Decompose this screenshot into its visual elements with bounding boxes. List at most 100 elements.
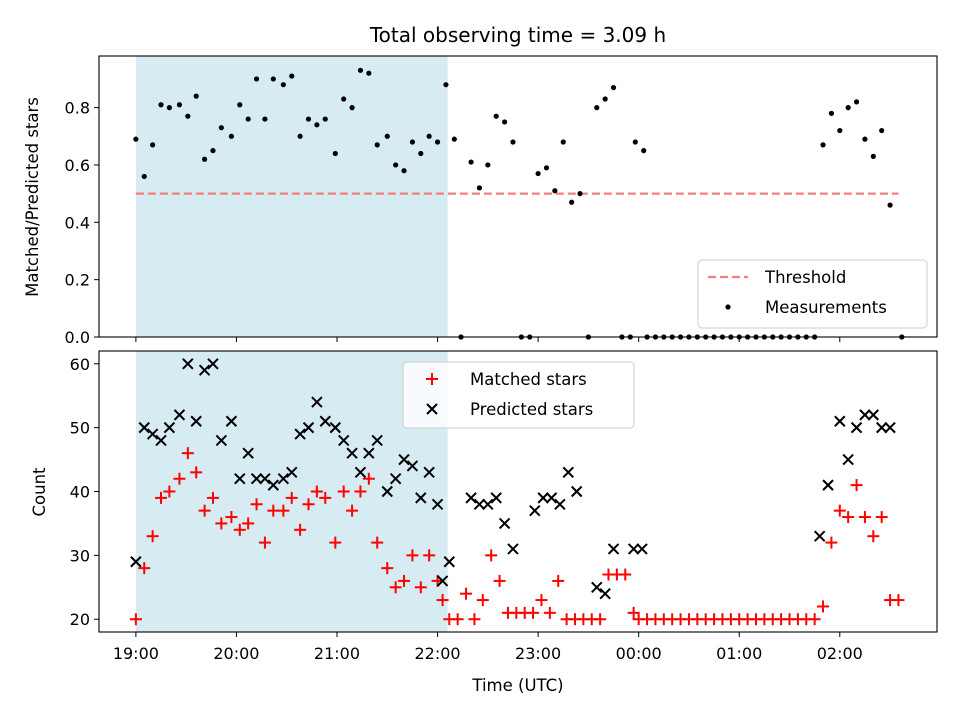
bottom-y-axis: 20 30 40 50 60 [70,355,99,629]
bottom-y-tick-label: 30 [70,546,90,565]
predicted-star-marker [423,466,435,479]
predicted-star-marker [636,543,648,555]
predicted-star-marker [415,492,427,504]
predicted-star-marker [346,447,358,459]
predicted-star-marker [507,543,519,555]
predicted-star-marker [329,421,342,434]
predicted-star-marker [146,428,159,440]
predicted-star-marker [267,479,280,491]
predicted-star-marker [473,498,486,510]
matched-star-marker [181,447,194,460]
predicted-star-marker [490,492,502,504]
predicted-star-marker [234,473,246,485]
measurement-point [280,82,286,88]
measurement-point [493,113,499,119]
matched-star-marker [346,504,359,517]
measurement-point [468,159,474,165]
matched-star-marker [833,504,846,517]
measurement-point [560,139,566,145]
matched-star-marker [476,594,489,607]
bottom-y-tick-label: 20 [70,610,90,629]
matched-star-marker [190,466,203,479]
matched-star-marker [337,485,350,498]
measurement-point [166,105,172,111]
measurement-point [485,162,491,168]
bottom-x-tick-label: 21:00 [314,644,360,663]
top-y-tick-label: 0.8 [65,99,90,118]
predicted-star-marker [431,498,444,510]
predicted-star-marker [842,453,854,466]
predicted-star-marker [389,473,402,485]
predicted-star-marker [850,421,863,434]
bottom-y-tick-label: 60 [70,355,90,374]
measurement-point [341,96,347,102]
top-y-axis-label: Matched/Predicted stars [23,97,42,297]
predicted-star-marker [302,421,315,434]
predicted-star-marker [250,473,263,485]
measurement-point [297,133,303,139]
predicted-star-marker [155,434,167,447]
predicted-star-marker [607,543,620,555]
measurement-point [543,165,550,171]
top-y-tick-label: 0.0 [65,328,90,347]
matched-star-marker [485,549,498,562]
predicted-stars-series [130,358,896,600]
bottom-y-tick-label: 50 [70,419,90,438]
measurement-point [577,191,583,197]
matched-star-marker [627,606,640,619]
predicted-star-marker [570,485,583,498]
matched-star-marker [294,523,307,536]
matched-star-marker [371,536,384,549]
top-panel: 0.00.20.40.60.8 Matched/Predicted stars … [23,55,938,347]
matched-star-marker [436,594,449,607]
matched-star-marker [842,511,855,524]
measurement-point [262,116,268,122]
bottom-x-tick-label: 23:00 [515,644,561,663]
bottom-x-axis: 19:00 20:00 21:00 22:00 23:00 00:00 01:00 02:00 [113,632,863,663]
predicted-star-marker [319,415,331,427]
matched-star-marker [493,574,506,587]
matched-star-marker [163,485,176,498]
measurement-point [476,185,483,191]
matched-star-marker [389,581,402,594]
predicted-star-marker [398,453,410,466]
bottom-x-tick-label: 22:00 [414,644,460,663]
bottom-x-tick-label: 02:00 [817,644,863,663]
predicted-star-marker [591,581,603,594]
bottom-x-tick-label: 01:00 [716,644,762,663]
predicted-star-marker [875,421,888,434]
matched-star-marker [129,613,142,626]
matched-star-marker [198,504,211,517]
top-x-axis [135,337,841,342]
measurement-point [141,173,147,180]
measurement-point [535,170,541,177]
chart-title: Total observing time = 3.09 h [369,23,666,47]
matched-star-marker [310,485,323,498]
matched-star-marker [619,568,632,581]
legend-matched-swatch [426,373,438,385]
bottom-legend: Matched stars Predicted stars [402,361,635,429]
legend-measurements-swatch [725,304,731,310]
measurement-point [374,142,380,148]
predicted-star-marker [277,473,290,485]
bottom-x-tick-label: 20:00 [213,644,259,663]
measurement-point [510,139,516,145]
legend-measurements-label: Measurements [765,298,887,317]
matched-star-marker [825,536,838,549]
matched-star-marker [535,594,548,607]
measurement-point [201,156,208,162]
matched-star-marker [138,562,151,575]
measurement-point [133,136,139,142]
measurement-point [218,125,224,131]
measurement-point [552,188,558,194]
predicted-star-marker [436,575,449,587]
measurement-point [245,116,251,122]
measurement-point [366,70,372,76]
legend-matched-label: Matched stars [470,370,587,389]
measurement-point [150,142,156,148]
measurement-point [845,105,851,111]
matched-star-marker [460,587,473,600]
measurement-point [314,122,320,128]
measurement-point [270,76,276,82]
